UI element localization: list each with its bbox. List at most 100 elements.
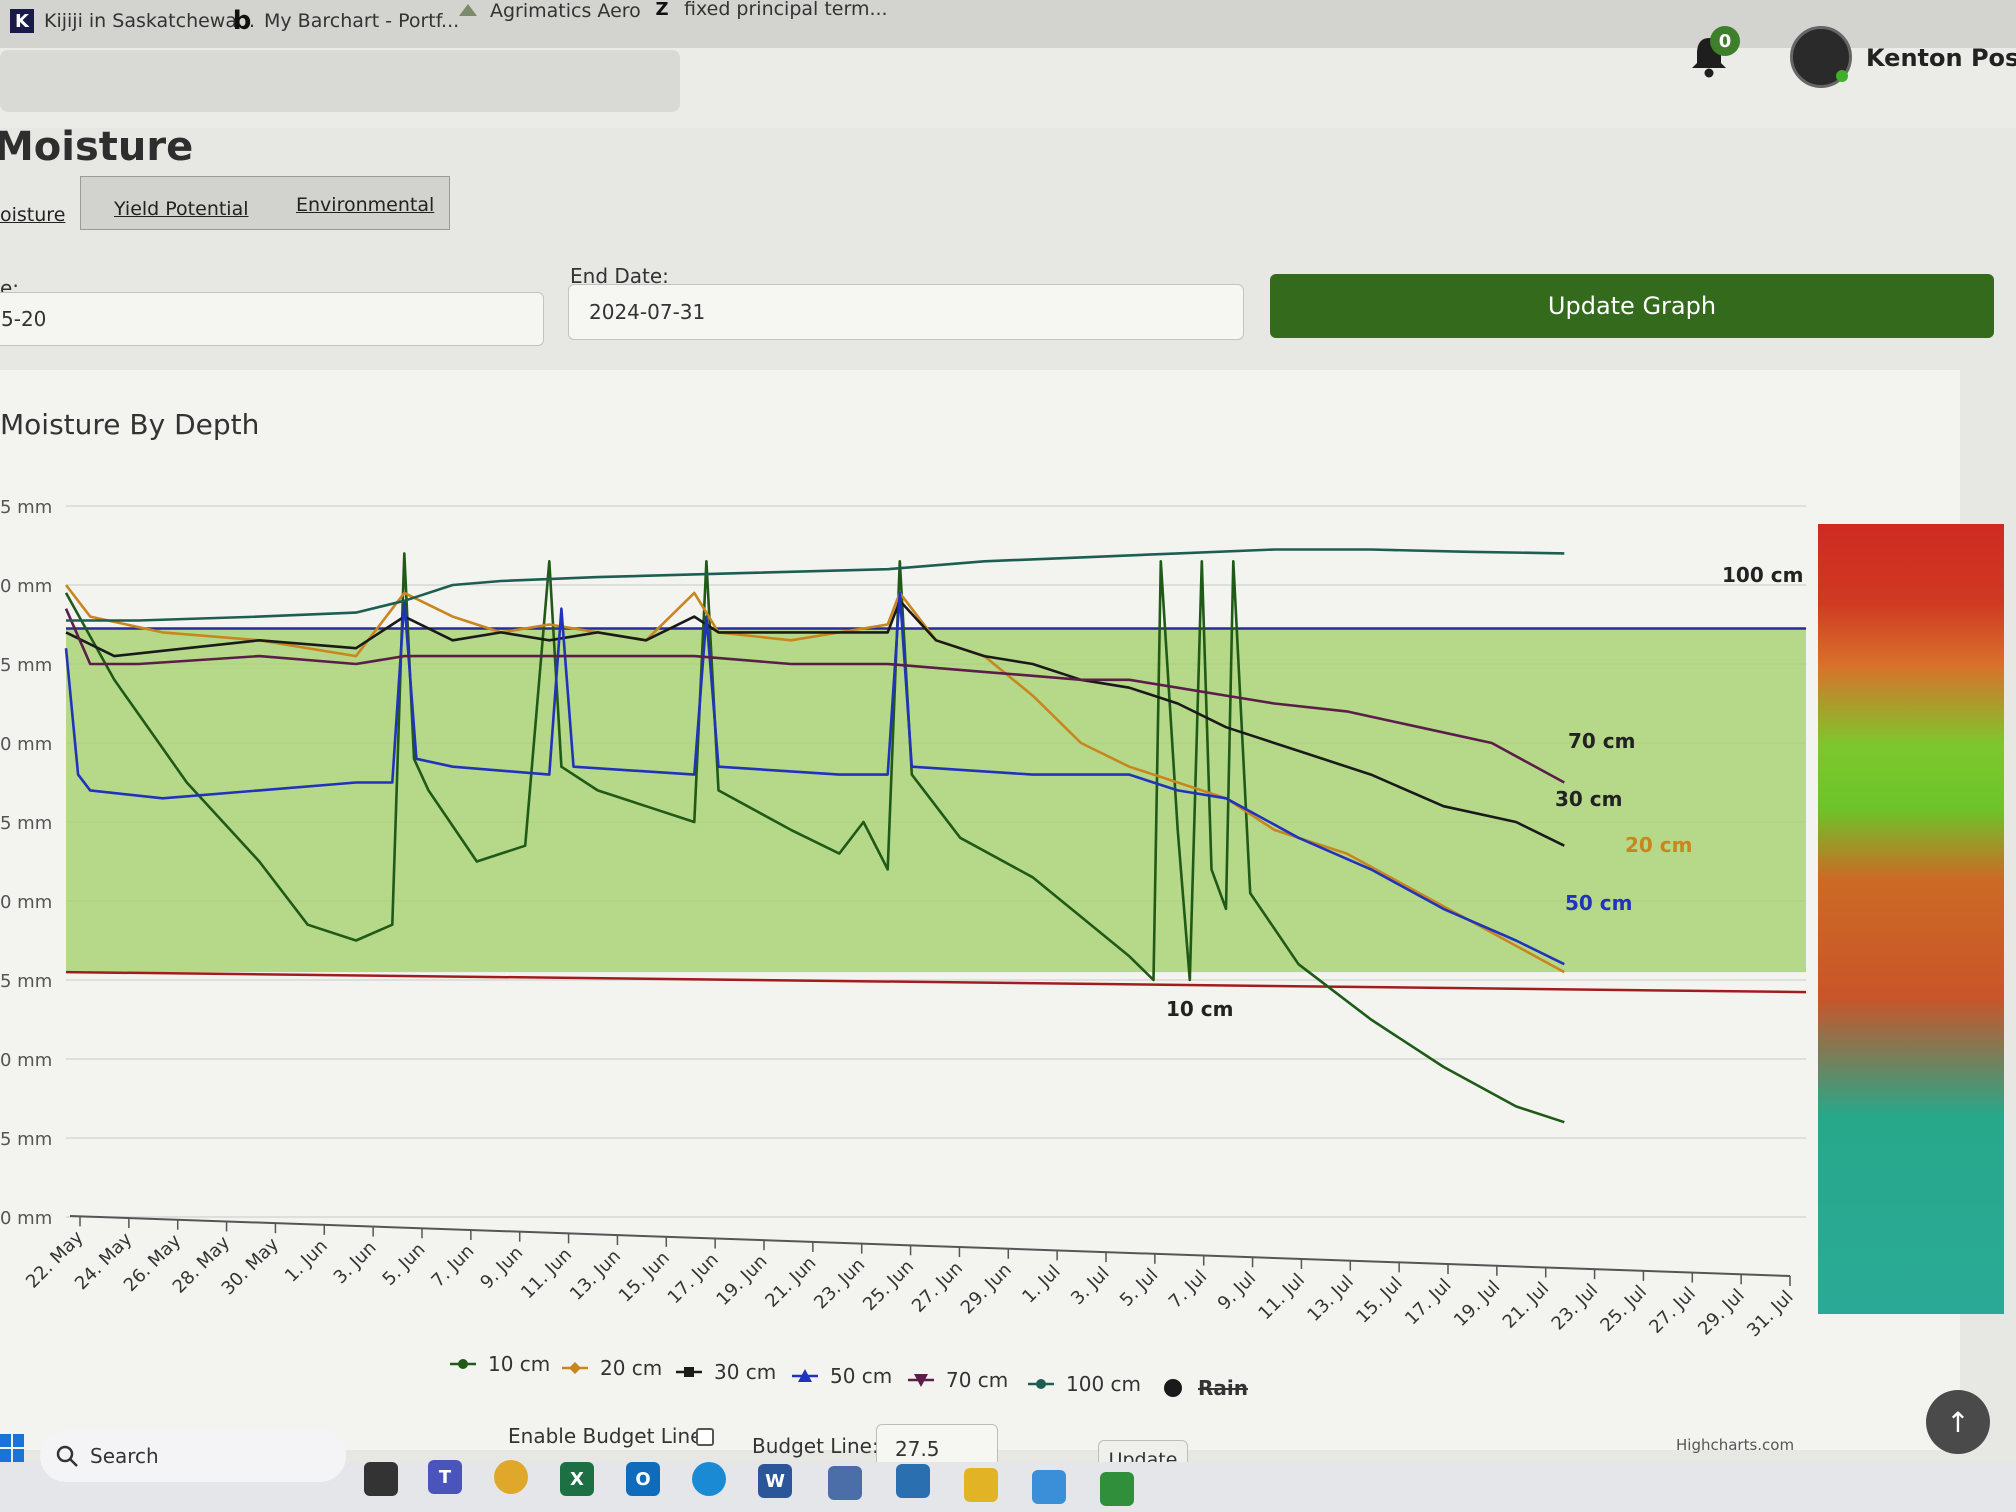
- x-tick-label: 29. Jun: [957, 1259, 1016, 1318]
- user-name[interactable]: Kenton Possbe: [1866, 44, 2016, 72]
- series-line-100cm[interactable]: [66, 548, 1565, 622]
- highcharts-credits-link[interactable]: Highcharts.com: [1676, 1436, 1795, 1454]
- outlook-icon[interactable]: O: [626, 1462, 660, 1496]
- series-line-10cm[interactable]: [64, 552, 1565, 1124]
- series-label: 30 cm: [1555, 787, 1623, 811]
- tab-yield-potential[interactable]: Yield Potential: [114, 198, 249, 220]
- green-app-icon[interactable]: [1100, 1472, 1134, 1506]
- y-tick-label: 0 mm: [0, 576, 52, 597]
- app-icon[interactable]: [828, 1466, 862, 1500]
- start-date-input[interactable]: [0, 292, 544, 346]
- photos-icon[interactable]: [896, 1464, 930, 1498]
- end-date-input[interactable]: [568, 284, 1244, 340]
- moisture-color-scale: [1818, 524, 2004, 1314]
- budget-line-label: Budget Line:: [752, 1434, 879, 1458]
- legend-item[interactable]: 50 cm: [792, 1364, 892, 1388]
- legend-marker-icon: [1028, 1379, 1054, 1389]
- browser-tab-strip: K Kijiji in Saskatchewa... b My Barchart…: [0, 0, 2016, 48]
- browser-tab-label: Kijiji in Saskatchewa...: [44, 10, 256, 32]
- x-tick-label: 27. Jul: [1645, 1283, 1700, 1338]
- z-favicon-icon: Z: [655, 0, 669, 20]
- series-line-30cm[interactable]: [65, 599, 1565, 847]
- legend-item[interactable]: 30 cm: [676, 1360, 776, 1384]
- tab-moisture[interactable]: oisture: [0, 204, 66, 226]
- legend-marker-icon: [908, 1374, 934, 1387]
- browser-tab-label: Agrimatics Aero: [490, 0, 641, 22]
- series-label: 70 cm: [1568, 729, 1636, 753]
- browser-tab[interactable]: b My Barchart - Portf...: [230, 0, 459, 42]
- series-label: 50 cm: [1565, 891, 1633, 915]
- browser-tab-label: fixed principal term...: [684, 0, 888, 20]
- y-tick-label: 0 mm: [0, 1050, 52, 1071]
- x-axis-line: [69, 1215, 1791, 1277]
- x-tick-label: 7. Jul: [1165, 1266, 1211, 1312]
- browser-tab[interactable]: K Kijiji in Saskatchewa...: [10, 0, 255, 42]
- legend-item[interactable]: 20 cm: [562, 1356, 662, 1380]
- y-tick-label: 5 mm: [0, 1129, 52, 1150]
- legend-marker-icon: [792, 1369, 818, 1382]
- x-tick-label: 5. Jun: [379, 1239, 430, 1290]
- legend-label: 70 cm: [946, 1368, 1009, 1392]
- x-tick-label: 15. Jun: [615, 1247, 674, 1306]
- legend-item[interactable]: Rain: [1160, 1376, 1248, 1400]
- series-label: 20 cm: [1625, 833, 1693, 857]
- legend-marker-icon: [676, 1367, 702, 1377]
- onedrive-icon[interactable]: [1032, 1470, 1066, 1504]
- file-explorer-icon[interactable]: [964, 1468, 998, 1502]
- x-tick-label: 25. Jul: [1596, 1282, 1651, 1337]
- browser-tab[interactable]: Z fixed principal term...: [650, 0, 888, 30]
- enable-budget-line-checkbox[interactable]: [696, 1428, 714, 1446]
- x-tick-label: 13. Jul: [1303, 1271, 1358, 1326]
- legend-item[interactable]: 70 cm: [908, 1368, 1008, 1392]
- series-layer: [64, 548, 1565, 1124]
- barchart-favicon-icon: b: [232, 6, 252, 36]
- legend-label: 10 cm: [488, 1352, 551, 1376]
- x-tick-label: 17. Jun: [664, 1249, 723, 1308]
- browser-tab[interactable]: Agrimatics Aero: [456, 0, 641, 32]
- y-axis: 5 mm 0 mm 5 mm 0 mm 5 mm 0 mm 5 mm 0 mm 5 mm 0 mm: [0, 497, 52, 1229]
- teams-icon[interactable]: T: [428, 1460, 462, 1494]
- online-status-dot: [1836, 70, 1848, 82]
- taskbar-search-label: Search: [90, 1444, 159, 1468]
- legend-marker-icon: [1164, 1379, 1182, 1397]
- x-tick-label: 7. Jun: [427, 1241, 478, 1292]
- enable-budget-line-label: Enable Budget Line:: [508, 1424, 710, 1448]
- x-tick-label: 1. Jul: [1018, 1261, 1064, 1307]
- x-tick-label: 19. Jun: [713, 1251, 772, 1310]
- x-tick-label: 11. Jul: [1254, 1270, 1309, 1325]
- x-tick-label: 5. Jul: [1116, 1265, 1162, 1311]
- optimal-moisture-band: [66, 628, 1806, 973]
- task-view-icon[interactable]: [364, 1462, 398, 1496]
- agrimatics-favicon-icon: [456, 0, 480, 23]
- series-label: 10 cm: [1166, 997, 1234, 1021]
- series-line-70cm[interactable]: [64, 608, 1565, 784]
- chrome-icon[interactable]: [494, 1460, 528, 1494]
- search-icon: [56, 1445, 78, 1467]
- browser-tab-label: My Barchart - Portf...: [264, 10, 460, 32]
- legend-marker-icon: [562, 1362, 588, 1374]
- tab-environmental[interactable]: Environmental: [296, 194, 435, 216]
- y-tick-label: 0 mm: [0, 734, 52, 755]
- scroll-to-top-button[interactable]: ↑: [1926, 1390, 1990, 1454]
- legend-marker-icon: [450, 1359, 476, 1369]
- taskbar-search-box[interactable]: [40, 1430, 346, 1482]
- series-line-50cm[interactable]: [64, 591, 1565, 966]
- x-tick-label: 1. Jun: [281, 1236, 332, 1287]
- word-icon[interactable]: W: [758, 1464, 792, 1498]
- excel-icon[interactable]: X: [560, 1462, 594, 1496]
- legend-item[interactable]: 10 cm: [450, 1352, 550, 1376]
- header-search-bar[interactable]: [0, 50, 680, 112]
- windows-start-icon[interactable]: [0, 1432, 26, 1464]
- kijiji-favicon-icon: K: [10, 9, 34, 33]
- legend-label: 20 cm: [600, 1356, 663, 1380]
- x-tick-label: 27. Jun: [908, 1258, 967, 1317]
- x-tick-label: 19. Jul: [1450, 1276, 1505, 1331]
- x-tick-label: 3. Jun: [330, 1237, 381, 1288]
- legend-item[interactable]: 100 cm: [1028, 1372, 1141, 1396]
- x-tick-label: 9. Jul: [1214, 1268, 1260, 1314]
- update-graph-button[interactable]: Update Graph: [1270, 274, 1994, 338]
- edge-icon[interactable]: [692, 1462, 726, 1496]
